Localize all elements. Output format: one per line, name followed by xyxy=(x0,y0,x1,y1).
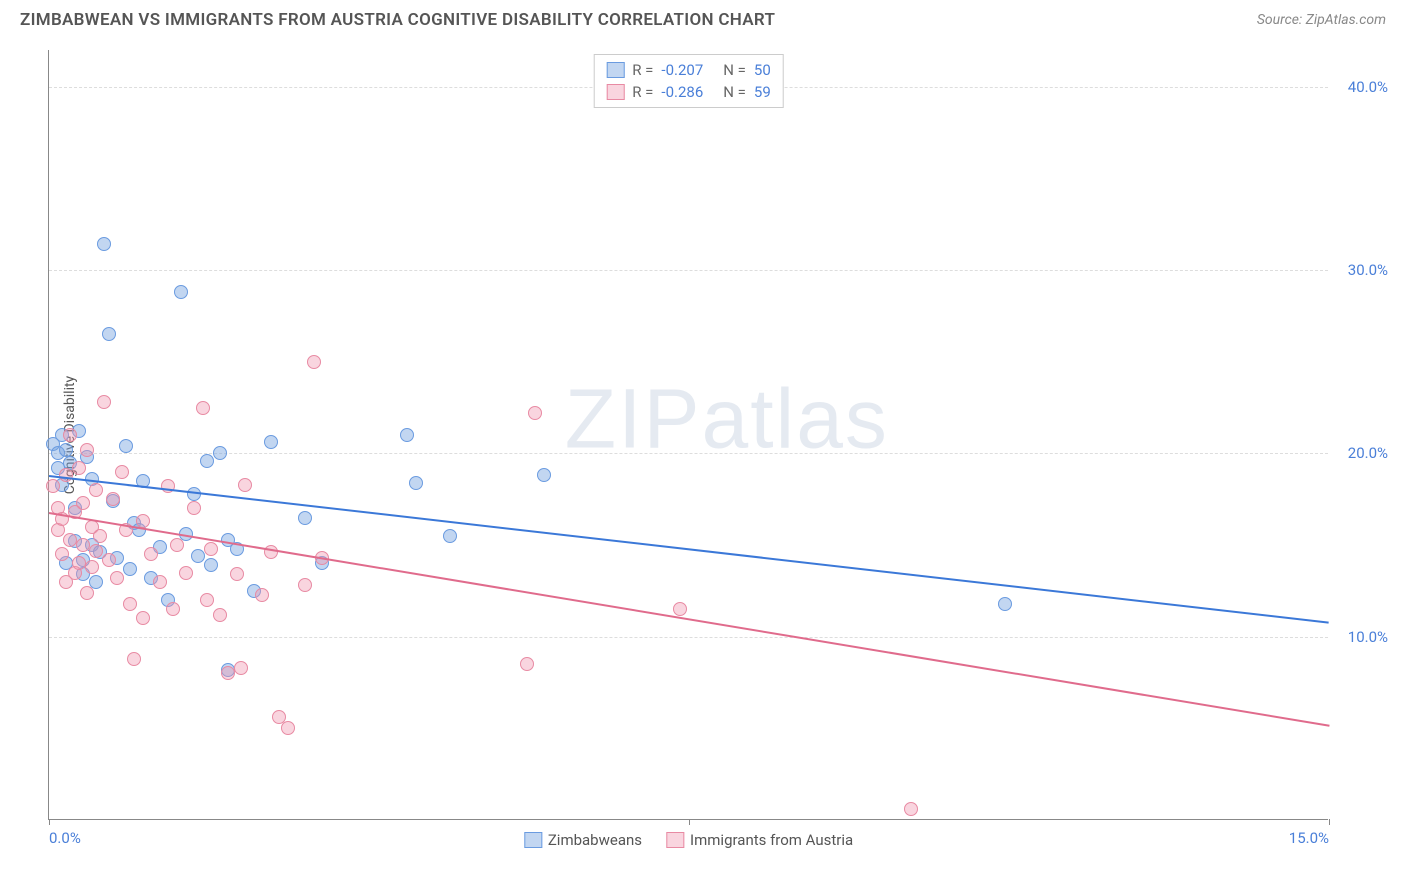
data-point xyxy=(136,611,150,625)
stat-n-value: 59 xyxy=(754,83,771,101)
y-tick-label: 30.0% xyxy=(1348,261,1388,279)
data-point xyxy=(80,586,94,600)
data-point xyxy=(200,593,214,607)
data-point xyxy=(59,468,73,482)
data-point xyxy=(998,597,1012,611)
data-point xyxy=(298,511,312,525)
legend-swatch xyxy=(666,832,684,848)
data-point xyxy=(55,547,69,561)
gridline xyxy=(49,453,1328,454)
stat-n-label: N = xyxy=(723,83,746,101)
data-point xyxy=(179,566,193,580)
stat-r-label: R = xyxy=(632,61,653,79)
data-point xyxy=(102,327,116,341)
data-point xyxy=(93,529,107,543)
data-point xyxy=(196,401,210,415)
source-name: ZipAtlas.com xyxy=(1306,12,1386,28)
data-point xyxy=(174,285,188,299)
watermark-part-b: atlas xyxy=(701,372,888,466)
data-point xyxy=(238,478,252,492)
source-attribution: Source: ZipAtlas.com xyxy=(1257,12,1386,28)
gridline xyxy=(49,637,1328,638)
chart-container: Cognitive Disability ZIPatlas R =-0.207N… xyxy=(48,50,1388,860)
data-point xyxy=(76,496,90,510)
plot-area: Cognitive Disability ZIPatlas R =-0.207N… xyxy=(48,50,1328,820)
data-point xyxy=(307,355,321,369)
stat-r-label: R = xyxy=(632,83,653,101)
x-tick-label-max: 15.0% xyxy=(1289,829,1329,847)
data-point xyxy=(443,529,457,543)
legend-swatch xyxy=(606,62,624,78)
data-point xyxy=(191,549,205,563)
data-point xyxy=(234,661,248,675)
data-point xyxy=(200,454,214,468)
source-prefix: Source: xyxy=(1257,12,1306,28)
data-point xyxy=(110,571,124,585)
data-point xyxy=(102,553,116,567)
legend-series-name: Immigrants from Austria xyxy=(690,831,853,849)
legend-stats: R = -0.207 N = 50 R = -0.286 N = 59 xyxy=(593,54,784,108)
y-tick-label: 20.0% xyxy=(1348,444,1388,462)
data-point xyxy=(166,602,180,616)
gridline xyxy=(49,270,1328,271)
data-point xyxy=(72,556,86,570)
data-point xyxy=(409,476,423,490)
data-point xyxy=(72,461,86,475)
data-point xyxy=(153,575,167,589)
legend-stat-row: R = -0.286 N = 59 xyxy=(606,81,771,103)
data-point xyxy=(63,428,77,442)
legend-swatch xyxy=(606,84,624,100)
data-point xyxy=(400,428,414,442)
y-tick-label: 10.0% xyxy=(1348,628,1388,646)
data-point xyxy=(85,560,99,574)
data-point xyxy=(89,544,103,558)
legend-series: Zimbabweans Immigrants from Austria xyxy=(524,831,853,849)
x-tick xyxy=(1329,819,1330,825)
data-point xyxy=(46,479,60,493)
data-point xyxy=(255,588,269,602)
data-point xyxy=(213,446,227,460)
stat-r-value: -0.207 xyxy=(661,61,703,79)
y-tick-label: 40.0% xyxy=(1348,78,1388,96)
x-tick xyxy=(49,819,50,825)
data-point xyxy=(127,652,141,666)
data-point xyxy=(213,608,227,622)
data-point xyxy=(89,483,103,497)
data-point xyxy=(80,443,94,457)
trend-line xyxy=(49,512,1329,727)
legend-stat-row: R = -0.207 N = 50 xyxy=(606,59,771,81)
data-point xyxy=(673,602,687,616)
legend-series-item: Immigrants from Austria xyxy=(666,831,853,849)
stat-n-label: N = xyxy=(723,61,746,79)
data-point xyxy=(528,406,542,420)
watermark-part-a: ZIP xyxy=(565,372,702,466)
data-point xyxy=(204,558,218,572)
legend-series-item: Zimbabweans xyxy=(524,831,642,849)
data-point xyxy=(106,492,120,506)
data-point xyxy=(123,562,137,576)
stat-n-value: 50 xyxy=(754,61,771,79)
data-point xyxy=(230,567,244,581)
data-point xyxy=(904,802,918,816)
data-point xyxy=(123,597,137,611)
data-point xyxy=(520,657,534,671)
data-point xyxy=(170,538,184,552)
data-point xyxy=(204,542,218,556)
stat-r-value: -0.286 xyxy=(661,83,703,101)
data-point xyxy=(119,439,133,453)
data-point xyxy=(264,435,278,449)
data-point xyxy=(144,547,158,561)
legend-swatch xyxy=(524,832,542,848)
data-point xyxy=(187,501,201,515)
data-point xyxy=(281,721,295,735)
data-point xyxy=(97,237,111,251)
data-point xyxy=(537,468,551,482)
data-point xyxy=(298,578,312,592)
legend-series-name: Zimbabweans xyxy=(548,831,642,849)
x-tick xyxy=(689,819,690,825)
chart-title: ZIMBABWEAN VS IMMIGRANTS FROM AUSTRIA CO… xyxy=(20,10,775,30)
data-point xyxy=(115,465,129,479)
data-point xyxy=(97,395,111,409)
x-tick-label-min: 0.0% xyxy=(49,829,81,847)
